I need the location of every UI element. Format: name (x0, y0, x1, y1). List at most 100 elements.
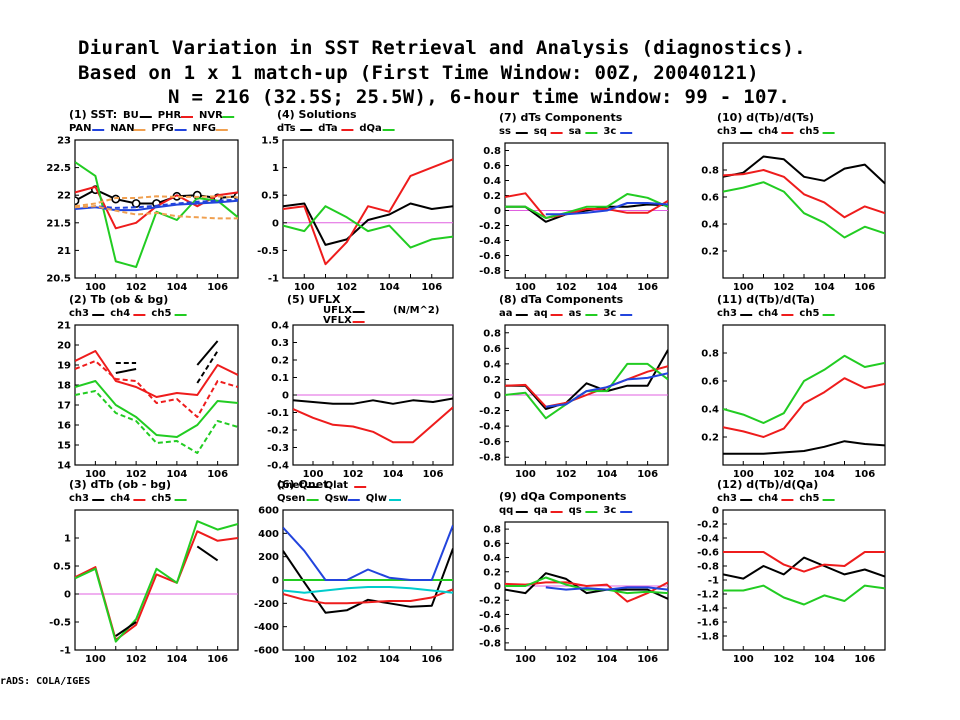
y-tick-label: 0.6 (701, 377, 719, 388)
y-tick-label: 0 (272, 576, 279, 587)
y-tick-label: 0.6 (483, 161, 501, 172)
y-tick-label: -0.5 (257, 246, 279, 257)
series-marker (111, 194, 121, 204)
y-tick-label: -0.4 (479, 236, 501, 247)
y-tick-label: 1 (272, 163, 279, 174)
legend-label: PAN (69, 123, 92, 134)
series-line (505, 365, 668, 408)
legend-label: ch5 (799, 126, 819, 137)
x-tick-label: 104 (814, 469, 835, 480)
legend-label: ch3 (717, 126, 737, 137)
x-tick-label: 102 (126, 654, 147, 665)
y-tick-label: -1.6 (697, 618, 719, 629)
y-tick-label: -0.3 (267, 443, 289, 454)
series-line (505, 192, 668, 219)
panel-title: (10) d(Tb)/d(Ts) (717, 111, 814, 124)
y-tick-label: -0.8 (479, 638, 501, 649)
y-tick-label: 0 (494, 206, 501, 217)
x-tick-label: 100 (85, 282, 106, 293)
series-line (723, 181, 885, 239)
series-line (723, 584, 885, 606)
y-tick-label: 20 (57, 341, 71, 352)
series-line (293, 406, 453, 444)
y-tick-label: 600 (258, 506, 279, 517)
series-line (196, 545, 219, 562)
y-tick-label: 0.4 (271, 321, 289, 332)
x-tick-label: 106 (854, 282, 875, 293)
y-tick-label: 0.1 (271, 373, 289, 384)
legend-label: Qlat (325, 480, 349, 491)
legend-label: PHR (158, 110, 182, 121)
x-tick-label: 104 (166, 282, 187, 293)
x-tick-label: 102 (773, 654, 794, 665)
y-tick-label: 0.8 (483, 146, 501, 157)
series-line (196, 350, 219, 384)
panel-p7: (7) dTs Components ss sq sa 3c 100 102 104 106 -0… (479, 111, 669, 293)
series-line (505, 349, 668, 410)
x-tick-label: 100 (515, 469, 536, 480)
x-tick-label: 106 (207, 282, 228, 293)
x-tick-label: 102 (336, 654, 357, 665)
x-tick-label: 102 (556, 282, 577, 293)
legend-label: Qnet (277, 480, 304, 491)
panel-p8: (8) dTa Components aa aq as 3c 100 102 104 106 -0… (479, 293, 669, 480)
series-line (283, 158, 453, 266)
series-line (723, 440, 885, 455)
series-line (723, 155, 885, 185)
panel-p1: (1) SST: BU PHR NVR PAN NAN PFG NFG 100 102 104 106… (46, 108, 239, 293)
y-tick-label: 16 (57, 421, 71, 432)
credit-text: rADS: COLA/IGES (0, 676, 91, 687)
series-line (545, 586, 668, 591)
y-tick-label: 22.5 (46, 163, 71, 174)
series-line (293, 397, 453, 405)
legend-label: dTs (277, 123, 296, 134)
x-tick-label: 104 (166, 469, 187, 480)
legend-label: ch4 (758, 126, 778, 137)
legend-label: 3c (603, 308, 616, 319)
x-tick-label: 104 (596, 654, 617, 665)
series-line (283, 205, 453, 249)
legend-label: ch3 (69, 493, 89, 504)
y-tick-label: 0.4 (483, 176, 501, 187)
legend-label: Qsen (277, 493, 305, 504)
y-tick-label: -0.2 (479, 221, 501, 232)
legend-label: ch3 (717, 493, 737, 504)
x-tick-label: 102 (773, 469, 794, 480)
y-tick-label: 22 (57, 191, 71, 202)
y-tick-label: 0 (494, 391, 501, 402)
x-tick-label: 102 (556, 469, 577, 480)
x-tick-label: 104 (379, 282, 400, 293)
x-tick-label: 102 (343, 469, 364, 480)
x-tick-label: 106 (637, 282, 658, 293)
series-line (75, 360, 238, 418)
x-tick-label: 106 (854, 469, 875, 480)
panel-p3: (3) dTb (ob - bg) ch3 ch4 ch5 100 102 104 106 -1… (49, 478, 239, 665)
y-tick-label: -0.6 (479, 624, 501, 635)
x-tick-label: 106 (854, 654, 875, 665)
x-tick-label: 102 (773, 282, 794, 293)
series-marker (131, 199, 141, 208)
y-tick-label: -1.4 (697, 604, 719, 615)
panel-p10: (10) d(Tb)/d(Ts) ch3 ch4 ch5 100 102 104 106 0.2… (701, 111, 886, 293)
y-tick-label: 0.8 (483, 525, 501, 536)
legend-label: ch5 (799, 308, 819, 319)
legend-label: ch3 (717, 308, 737, 319)
y-tick-label: 0.4 (701, 220, 719, 231)
legend-label: ch4 (110, 493, 130, 504)
y-tick-label: -0.6 (479, 251, 501, 262)
x-tick-label: 102 (336, 282, 357, 293)
x-tick-label: 102 (126, 469, 147, 480)
y-tick-label: -1.2 (697, 590, 719, 601)
y-tick-label: 0 (64, 590, 71, 601)
y-tick-label: -0.1 (267, 408, 289, 419)
series-marker (75, 196, 80, 206)
y-tick-label: -200 (254, 599, 279, 610)
series-line (723, 556, 885, 580)
legend-label: PFG (151, 123, 173, 134)
y-tick-label: 1 (64, 534, 71, 545)
panel-p2: (2) Tb (ob & bg) ch3 ch4 ch5 100 102 104 106 14 1… (57, 293, 239, 480)
panel-p9: (9) dQa Components qq qa qs 3c 100 102 104 106 -0… (479, 490, 669, 665)
legend-label: Qlw (366, 493, 387, 504)
x-tick-label: 104 (814, 282, 835, 293)
